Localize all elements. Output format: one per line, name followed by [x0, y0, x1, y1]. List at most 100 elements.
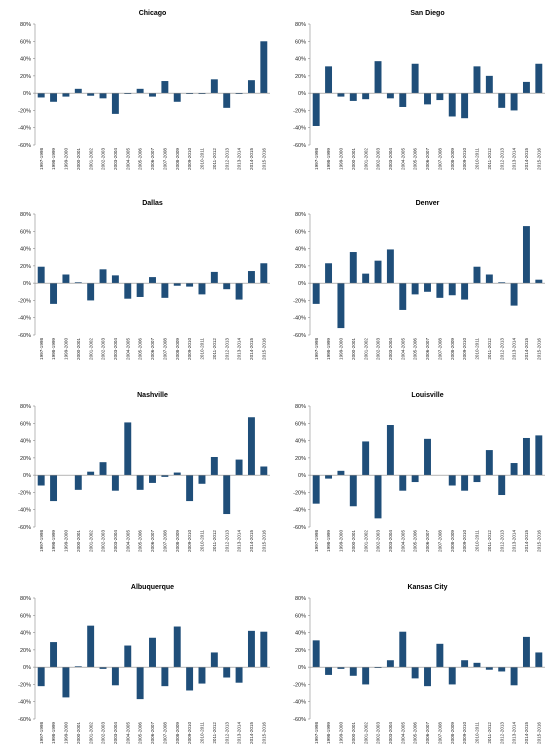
bar — [362, 667, 369, 684]
bar — [325, 263, 332, 283]
bar — [424, 667, 431, 686]
x-tick-label: 2015-2016 — [261, 338, 266, 360]
y-tick-label: -40% — [18, 126, 31, 132]
x-tick-label: 2010-2011 — [475, 148, 480, 170]
x-tick-label: 2003-2004 — [388, 722, 393, 744]
bar — [436, 93, 443, 100]
bar — [174, 93, 181, 102]
x-tick-label: 2000-2001 — [76, 338, 81, 360]
x-tick-label: 2006-2007 — [150, 722, 155, 744]
y-tick-label: 80% — [295, 596, 306, 602]
x-tick-label: 2013-2014 — [237, 722, 242, 744]
x-tick-label: 2007-2008 — [437, 530, 442, 552]
bar — [124, 283, 131, 299]
y-tick-label: 80% — [20, 212, 31, 218]
bar — [211, 652, 218, 667]
y-tick-label: -40% — [18, 316, 31, 322]
bar — [199, 667, 206, 683]
y-tick-label: 20% — [295, 264, 306, 270]
x-tick-label: 2006-2007 — [150, 148, 155, 170]
y-tick-label: 20% — [295, 456, 306, 462]
x-tick-label: 2006-2007 — [425, 530, 430, 552]
bar — [124, 646, 131, 668]
bar — [223, 667, 230, 677]
y-tick-label: -60% — [293, 143, 306, 149]
bar — [260, 41, 267, 93]
y-tick-label: -60% — [293, 333, 306, 339]
bar — [461, 660, 468, 667]
y-tick-label: 80% — [295, 404, 306, 410]
y-tick-label: -40% — [293, 126, 306, 132]
chart: Dallas-60%-40%-20%0%20%40%60%80%1997-199… — [18, 200, 270, 360]
bar — [112, 275, 119, 283]
chart: Denver-60%-40%-20%0%20%40%60%80%1997-199… — [293, 200, 545, 360]
bar — [161, 81, 168, 93]
y-tick-label: -20% — [18, 490, 31, 496]
bar — [62, 667, 69, 697]
x-tick-label: 2015-2016 — [536, 530, 541, 552]
y-tick-label: 40% — [295, 247, 306, 253]
x-tick-label: 2012-2013 — [499, 338, 504, 360]
y-tick-label: 60% — [295, 613, 306, 619]
chart: Albuquerque-60%-40%-20%0%20%40%60%80%199… — [18, 584, 270, 744]
x-tick-label: 2014-2015 — [524, 148, 529, 170]
chart-title: Dallas — [142, 200, 163, 207]
x-tick-label: 2007-2008 — [162, 722, 167, 744]
x-tick-label: 2009-2010 — [462, 148, 467, 170]
y-tick-label: 80% — [20, 596, 31, 602]
x-tick-label: 2004-2005 — [400, 530, 405, 552]
bar — [387, 660, 394, 667]
y-tick-label: 0% — [23, 473, 31, 479]
x-tick-label: 2001-2002 — [88, 530, 93, 552]
bar — [535, 280, 542, 283]
y-tick-label: 40% — [20, 247, 31, 253]
chart-title: Albuquerque — [131, 584, 174, 591]
x-tick-label: 1998-1999 — [51, 338, 56, 360]
bar — [236, 460, 243, 476]
x-tick-label: 1997-1998 — [314, 722, 319, 744]
y-tick-label: 60% — [295, 229, 306, 235]
x-tick-label: 2013-2014 — [237, 338, 242, 360]
bar — [474, 663, 481, 667]
bar — [474, 267, 481, 283]
y-tick-label: 80% — [295, 22, 306, 28]
bar — [75, 89, 82, 93]
x-tick-label: 2011-2012 — [487, 338, 492, 360]
y-tick-label: 60% — [20, 229, 31, 235]
y-tick-label: -40% — [293, 700, 306, 706]
bar — [486, 275, 493, 284]
bar — [87, 93, 94, 96]
y-tick-label: 60% — [295, 39, 306, 45]
y-tick-label: -40% — [293, 316, 306, 322]
bar — [211, 272, 218, 283]
x-tick-label: 2009-2010 — [187, 722, 192, 744]
x-tick-label: 1999-2000 — [64, 722, 69, 744]
bar — [236, 667, 243, 683]
x-tick-label: 2011-2012 — [212, 148, 217, 170]
y-tick-label: -40% — [18, 700, 31, 706]
x-tick-label: 2015-2016 — [536, 148, 541, 170]
x-tick-label: 2004-2005 — [400, 148, 405, 170]
bar — [87, 283, 94, 300]
bar — [137, 475, 144, 490]
bar — [362, 441, 369, 475]
bar — [535, 64, 542, 93]
x-tick-label: 1997-1998 — [39, 338, 44, 360]
x-tick-label: 2009-2010 — [187, 338, 192, 360]
y-tick-label: 40% — [20, 439, 31, 445]
bar — [424, 93, 431, 104]
bar — [260, 467, 267, 476]
x-tick-label: 2015-2016 — [536, 722, 541, 744]
y-tick-label: -60% — [293, 717, 306, 723]
y-tick-label: 20% — [20, 456, 31, 462]
bar — [50, 283, 57, 304]
x-tick-label: 2010-2011 — [200, 722, 205, 744]
x-tick-label: 2014-2015 — [524, 338, 529, 360]
y-tick-label: 0% — [298, 281, 306, 287]
x-tick-label: 2014-2015 — [524, 722, 529, 744]
x-tick-label: 2009-2010 — [187, 148, 192, 170]
bar — [350, 252, 357, 283]
x-tick-label: 2002-2003 — [101, 338, 106, 360]
x-tick-label: 1997-1998 — [314, 338, 319, 360]
y-tick-label: 80% — [20, 404, 31, 410]
